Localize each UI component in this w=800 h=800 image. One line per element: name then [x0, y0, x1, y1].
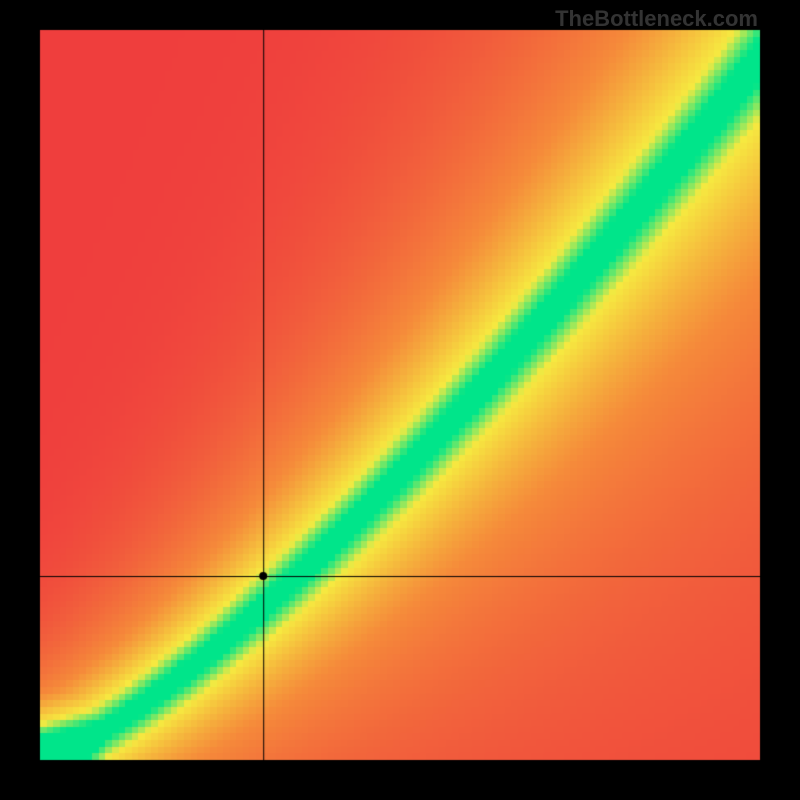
- watermark-label: TheBottleneck.com: [555, 6, 758, 32]
- chart-container: TheBottleneck.com: [0, 0, 800, 800]
- heatmap-canvas: [0, 0, 800, 800]
